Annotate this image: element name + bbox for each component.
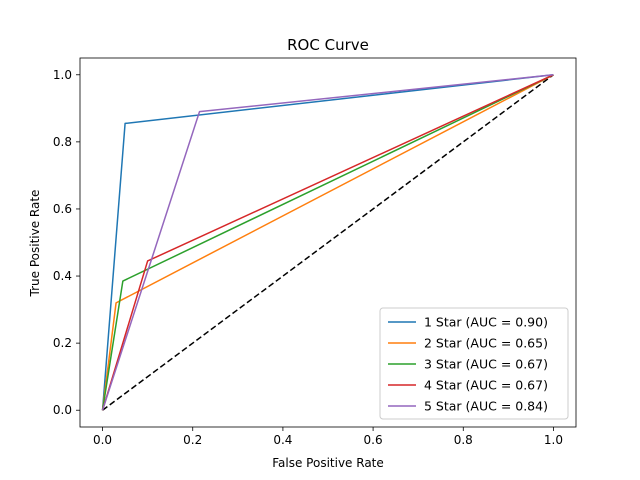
legend-label-1-star: 1 Star (AUC = 0.90) bbox=[424, 315, 548, 330]
series-line-1-star bbox=[101, 74, 554, 411]
legend-box bbox=[379, 307, 569, 420]
y-axis-label: True Positive Rate bbox=[28, 190, 42, 298]
x-tick-label: 0.6 bbox=[364, 433, 383, 447]
x-tick-label: 0.0 bbox=[93, 433, 112, 447]
y-tick-label: 0.2 bbox=[53, 336, 72, 350]
legend-label-4-star: 4 Star (AUC = 0.67) bbox=[424, 378, 548, 393]
y-tick-label: 0.0 bbox=[53, 403, 72, 417]
series-line-5-star bbox=[101, 74, 554, 411]
y-tick-label: 1.0 bbox=[53, 68, 72, 82]
reference-diagonal-line bbox=[102, 74, 554, 411]
chart-title: ROC Curve bbox=[287, 36, 369, 54]
x-tick-label: 0.4 bbox=[273, 433, 292, 447]
x-tick-label: 1.0 bbox=[544, 433, 563, 447]
x-tick-label: 0.2 bbox=[183, 433, 202, 447]
series-line-2-star bbox=[101, 74, 554, 411]
legend: 1 Star (AUC = 0.90) 2 Star (AUC = 0.65) 3 … bbox=[379, 307, 569, 420]
plot-frame bbox=[79, 57, 577, 428]
x-axis-label: False Positive Rate bbox=[272, 456, 384, 470]
series-line-3-star bbox=[101, 74, 554, 411]
y-tick-label: 0.4 bbox=[53, 269, 72, 283]
legend-label-5-star: 5 Star (AUC = 0.84) bbox=[424, 399, 548, 414]
plot-area: 0.0 0.2 0.4 0.6 0.8 1.0 0.0 0.2 0.4 0.6 0.8 1.0 bbox=[53, 57, 577, 447]
legend-label-3-star: 3 Star (AUC = 0.67) bbox=[424, 357, 548, 372]
y-tick-label: 0.8 bbox=[53, 135, 72, 149]
legend-label-2-star: 2 Star (AUC = 0.65) bbox=[424, 336, 548, 351]
x-tick-label: 0.8 bbox=[454, 433, 473, 447]
y-tick-label: 0.6 bbox=[53, 202, 72, 216]
series-line-4-star bbox=[101, 74, 554, 411]
